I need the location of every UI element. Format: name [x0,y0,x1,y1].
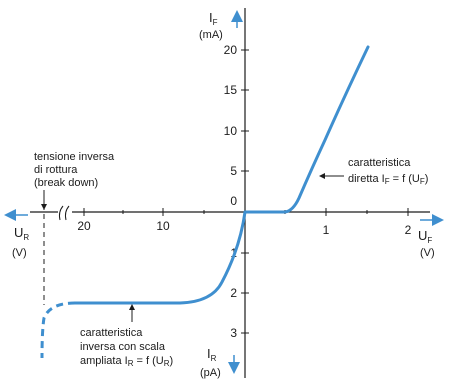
reverse-current-ticks [241,252,249,334]
label-forward-voltage: UF [418,228,432,245]
unit-forward-voltage: (V) [420,247,435,259]
breakdown-annotation-line1: tensione inversa [34,151,115,163]
tick-uf-1: 1 [323,223,330,237]
reverse-annotation-line1: caratteristica [80,327,143,339]
label-forward-current: IF [209,10,218,27]
tick-ir-2: 2 [230,286,237,300]
unit-reverse-voltage: (V) [12,247,27,259]
tick-ur-10: 10 [156,219,170,233]
reverse-annotation-line2: inversa con scala [80,341,166,353]
forward-characteristic-curve [243,45,370,214]
unit-reverse-current: (pA) [200,367,221,379]
label-reverse-current: IR [207,346,217,363]
reverse-characteristic-curve [73,210,247,305]
axis-break-mark [58,205,70,221]
forward-annotation-line2: diretta IF = f (UF) [348,173,428,186]
breakdown-annotation-line2: di rottura [34,164,78,176]
forward-annotation-line1: caratteristica [348,157,411,169]
tick-ir-3: 3 [230,326,237,340]
tick-if-20: 20 [224,43,238,57]
unit-forward-current: (mA) [199,29,223,41]
tick-if-5: 5 [230,164,237,178]
reverse-annotation-line3: ampliata IR = f (UR) [80,355,173,368]
forward-current-ticks [241,49,249,172]
tick-if-15: 15 [224,83,238,97]
tick-origin: 0 [230,194,237,208]
label-reverse-voltage: UR [14,225,29,242]
breakdown-annotation-line3: (break down) [34,177,98,189]
tick-uf-2: 2 [405,223,412,237]
tick-ur-20: 20 [77,219,91,233]
breakdown-curve-dashed [40,301,76,359]
tick-if-10: 10 [224,124,238,138]
